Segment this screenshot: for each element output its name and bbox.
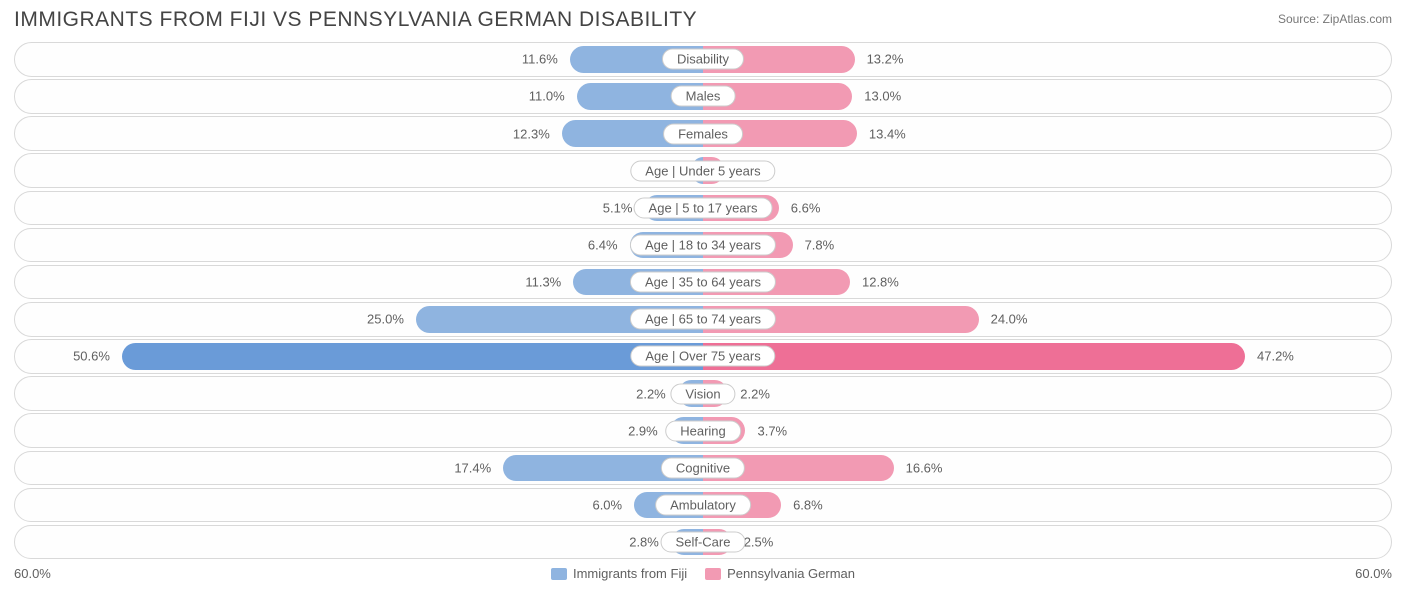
category-label: Disability bbox=[662, 49, 744, 70]
value-right: 3.7% bbox=[749, 423, 787, 438]
value-left: 11.6% bbox=[522, 52, 566, 67]
value-right: 7.8% bbox=[797, 238, 835, 253]
value-left: 11.0% bbox=[529, 89, 573, 104]
category-label: Age | 18 to 34 years bbox=[630, 235, 776, 256]
category-label: Females bbox=[663, 123, 743, 144]
bar-row: 5.1%6.6%Age | 5 to 17 years bbox=[14, 191, 1392, 226]
chart-area: 11.6% 13.2% Disability 11.0% 13.0% Males 12.3%… bbox=[14, 42, 1392, 562]
bar-row: 2.9% 3.7% Hearing bbox=[14, 413, 1392, 448]
axis-row: 60.0% Immigrants from Fiji Pennsylvania … bbox=[14, 566, 1392, 581]
category-label: Age | Under 5 years bbox=[630, 160, 775, 181]
category-label: Age | 35 to 64 years bbox=[630, 272, 776, 293]
legend: Immigrants from Fiji Pennsylvania German bbox=[551, 566, 855, 581]
value-left: 11.3% bbox=[525, 275, 569, 290]
value-left: 2.9% bbox=[628, 423, 666, 438]
category-label: Males bbox=[671, 86, 736, 107]
bar-row: 50.6% 47.2% Age | Over 75 years bbox=[14, 339, 1392, 374]
category-label: Cognitive bbox=[661, 457, 745, 478]
category-label: Self-Care bbox=[661, 532, 746, 553]
legend-label-right: Pennsylvania German bbox=[727, 566, 855, 581]
bar-row: 6.4% 7.8% Age | 18 to 34 years bbox=[14, 228, 1392, 263]
value-right: 6.6% bbox=[783, 200, 821, 215]
header-row: IMMIGRANTS FROM FIJI VS PENNSYLVANIA GER… bbox=[0, 0, 1406, 36]
value-left: 50.6% bbox=[73, 349, 118, 364]
value-right: 2.2% bbox=[732, 386, 770, 401]
axis-right-max: 60.0% bbox=[1355, 566, 1392, 581]
value-right: 16.6% bbox=[898, 460, 943, 475]
category-label: Vision bbox=[670, 383, 735, 404]
bar-row: 2.8%2.5%Self-Care bbox=[14, 525, 1392, 560]
value-right: 13.2% bbox=[859, 52, 904, 67]
value-right: 13.4% bbox=[861, 126, 906, 141]
chart-title: IMMIGRANTS FROM FIJI VS PENNSYLVANIA GER… bbox=[14, 8, 697, 32]
bar-row: 0.92%1.9%Age | Under 5 years bbox=[14, 153, 1392, 188]
category-label: Age | 65 to 74 years bbox=[630, 309, 776, 330]
bar-row: 11.6% 13.2% Disability bbox=[14, 42, 1392, 77]
value-right: 12.8% bbox=[854, 275, 899, 290]
bar-row: 11.3% 12.8% Age | 35 to 64 years bbox=[14, 265, 1392, 300]
legend-item-right: Pennsylvania German bbox=[705, 566, 855, 581]
value-right: 6.8% bbox=[785, 498, 823, 513]
value-left: 2.2% bbox=[636, 386, 674, 401]
category-label: Hearing bbox=[665, 420, 741, 441]
bar-right bbox=[703, 343, 1245, 370]
value-right: 47.2% bbox=[1249, 349, 1294, 364]
legend-swatch-left bbox=[551, 568, 567, 580]
legend-swatch-right bbox=[705, 568, 721, 580]
value-left: 25.0% bbox=[367, 312, 412, 327]
source-attribution: Source: ZipAtlas.com bbox=[1278, 8, 1392, 26]
category-label: Ambulatory bbox=[655, 495, 751, 516]
category-label: Age | Over 75 years bbox=[630, 346, 775, 367]
value-left: 17.4% bbox=[454, 460, 499, 475]
bar-row: 12.3% 13.4% Females bbox=[14, 116, 1392, 151]
value-left: 6.0% bbox=[592, 498, 630, 513]
value-right: 13.0% bbox=[856, 89, 901, 104]
bar-row: 6.0% 6.8% Ambulatory bbox=[14, 488, 1392, 523]
value-right: 24.0% bbox=[983, 312, 1028, 327]
bar-left bbox=[122, 343, 703, 370]
legend-item-left: Immigrants from Fiji bbox=[551, 566, 687, 581]
axis-left-max: 60.0% bbox=[14, 566, 51, 581]
bar-row: 25.0% 24.0% Age | 65 to 74 years bbox=[14, 302, 1392, 337]
bar-row: 2.2% 2.2%Vision bbox=[14, 376, 1392, 411]
legend-label-left: Immigrants from Fiji bbox=[573, 566, 687, 581]
rows-container: 11.6% 13.2% Disability 11.0% 13.0% Males 12.3%… bbox=[14, 42, 1392, 562]
value-left: 6.4% bbox=[588, 238, 626, 253]
value-left: 12.3% bbox=[513, 126, 558, 141]
category-label: Age | 5 to 17 years bbox=[634, 197, 773, 218]
bar-row: 11.0% 13.0% Males bbox=[14, 79, 1392, 114]
bar-row: 17.4% 16.6% Cognitive bbox=[14, 451, 1392, 486]
